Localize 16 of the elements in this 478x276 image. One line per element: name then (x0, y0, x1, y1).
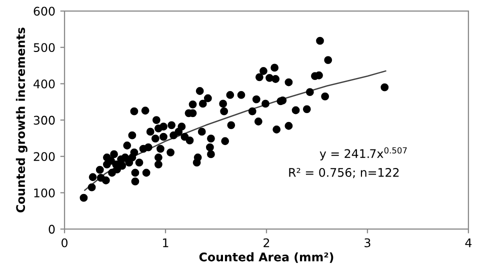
y-tick-label: 200 (34, 152, 55, 162)
y-tick-label: 300 (34, 116, 55, 125)
y-tick-label: 600 (34, 6, 55, 16)
x-axis-title: Counted Area (mm²) (199, 252, 334, 263)
x-tick-label: 1 (163, 238, 168, 248)
y-tick-label: 500 (34, 43, 55, 52)
y-tick-label: 0 (48, 224, 55, 234)
x-tick-label: 0 (62, 238, 68, 248)
annotation: R² = 0.756; n=122 (289, 168, 399, 178)
x-tick-label: 4 (465, 238, 472, 248)
x-tick-label: 3 (364, 238, 370, 248)
annotation: y = 241.7x$^{0.507}$ (320, 147, 407, 160)
y-tick-label: 400 (34, 79, 55, 88)
x-tick-label: 2 (264, 238, 270, 248)
y-tick-label: 100 (34, 188, 55, 198)
y-axis-title: Counted growth increments (16, 28, 28, 212)
